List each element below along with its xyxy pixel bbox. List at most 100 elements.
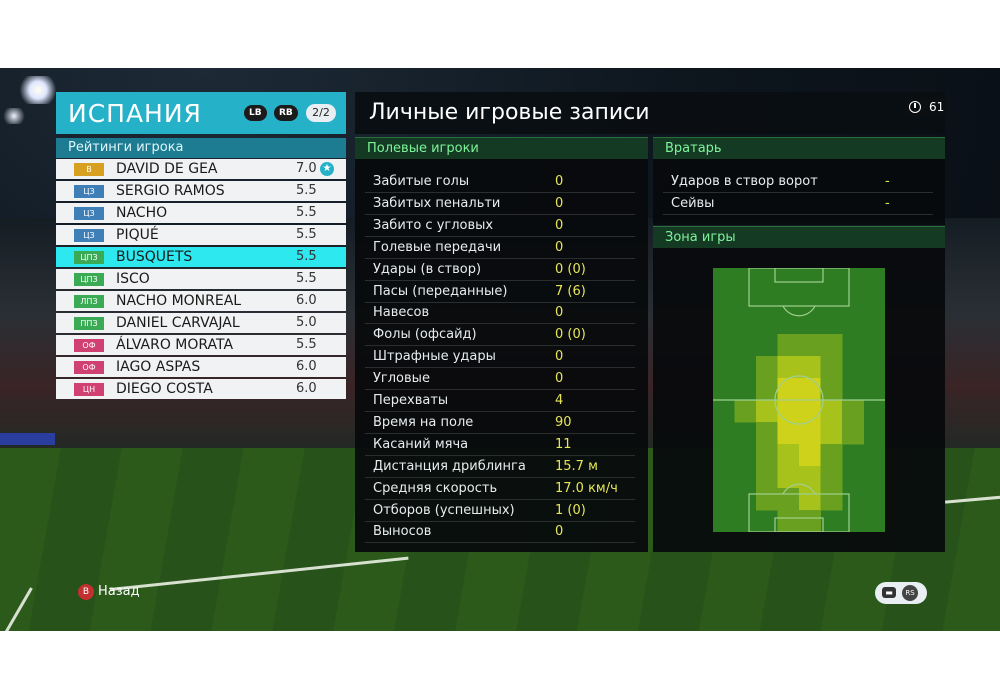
position-badge: ЦЗ bbox=[74, 207, 104, 220]
heatmap-cell bbox=[842, 400, 864, 423]
stat-value: 0 bbox=[555, 195, 564, 211]
player-row[interactable]: ЦЗ NACHO 5.5 bbox=[56, 203, 346, 223]
position-badge: В bbox=[74, 163, 104, 176]
stat-label: Время на поле bbox=[373, 414, 474, 430]
player-rating: 5.5 bbox=[296, 249, 317, 264]
position-badge: ЦЗ bbox=[74, 185, 104, 198]
player-rating: 6.0 bbox=[296, 293, 317, 308]
player-row[interactable]: ОФ IAGO ASPAS 6.0 bbox=[56, 357, 346, 377]
star-icon: ★ bbox=[320, 162, 334, 176]
zone-panel: Зона игры bbox=[653, 226, 945, 552]
stat-value: 90 bbox=[555, 414, 572, 430]
ad-board bbox=[0, 433, 55, 445]
player-name: NACHO bbox=[116, 205, 168, 221]
zone-heading: Зона игры bbox=[653, 226, 945, 248]
stat-label: Голевые передачи bbox=[373, 239, 502, 255]
gk-stat-row: Сейвы - bbox=[663, 193, 933, 215]
heatmap-cell bbox=[777, 444, 800, 467]
stat-label: Забито с угловых bbox=[373, 217, 494, 233]
stat-value: 11 bbox=[555, 436, 572, 452]
chat-controls[interactable]: ▬ RS bbox=[875, 582, 927, 604]
position-badge: ЛПЗ bbox=[74, 295, 104, 308]
player-rating: 5.5 bbox=[296, 271, 317, 286]
player-row[interactable]: ЦН DIEGO COSTA 6.0 bbox=[56, 379, 346, 399]
heatmap-cell bbox=[820, 378, 843, 401]
gk-stat-label: Ударов в створ ворот bbox=[671, 174, 818, 189]
stat-row: Фолы (офсайд) 0 (0) bbox=[365, 324, 635, 347]
player-name: SERGIO RAMOS bbox=[116, 183, 225, 199]
gk-stat-value: - bbox=[885, 174, 890, 189]
stat-label: Касаний мяча bbox=[373, 436, 469, 452]
heatmap-cell bbox=[777, 510, 800, 532]
heatmap-cell bbox=[734, 400, 757, 423]
lb-button[interactable]: LB bbox=[244, 105, 267, 121]
heatmap-cell bbox=[799, 400, 821, 423]
player-row[interactable]: ЛПЗ NACHO MONREAL 6.0 bbox=[56, 291, 346, 311]
stat-row: Угловые 0 bbox=[365, 368, 635, 391]
chat-icon: ▬ bbox=[882, 587, 896, 598]
match-timer: 61 bbox=[905, 97, 945, 117]
heatmap-cell bbox=[777, 356, 800, 379]
player-name: DAVID DE GEA bbox=[116, 161, 218, 177]
stat-label: Забитых пенальти bbox=[373, 195, 501, 211]
player-name: PIQUÉ bbox=[116, 227, 159, 243]
player-rating: 5.5 bbox=[296, 337, 317, 352]
heatmap-cell bbox=[799, 510, 821, 532]
heatmap bbox=[713, 268, 885, 532]
heatmap-cell bbox=[799, 466, 821, 489]
heatmap-cell bbox=[820, 400, 843, 423]
heatmap-cell bbox=[799, 444, 821, 467]
gk-stat-value: - bbox=[885, 196, 890, 211]
stat-label: Выносов bbox=[373, 524, 432, 540]
player-row[interactable]: ЦПЗ BUSQUETS 5.5 bbox=[56, 247, 346, 267]
heatmap-cell bbox=[820, 444, 843, 467]
gk-stat-label: Сейвы bbox=[671, 196, 715, 211]
player-rating: 5.5 bbox=[296, 227, 317, 242]
stat-value: 0 (0) bbox=[555, 261, 586, 277]
stat-value: 7 (6) bbox=[555, 283, 586, 299]
floodlight bbox=[2, 108, 26, 124]
stat-row: Забитых пенальти 0 bbox=[365, 193, 635, 215]
player-rating: 5.5 bbox=[296, 205, 317, 220]
stat-label: Дистанция дриблинга bbox=[373, 458, 526, 474]
timer-value: 61 bbox=[929, 100, 945, 114]
team-name: ИСПАНИЯ bbox=[68, 99, 202, 128]
gk-stat-row: Ударов в створ ворот - bbox=[663, 171, 933, 193]
player-name: IAGO ASPAS bbox=[116, 359, 201, 375]
player-name: ISCO bbox=[116, 271, 150, 287]
heatmap-cell bbox=[820, 422, 843, 445]
heatmap-cells bbox=[734, 334, 864, 532]
heatmap-cell bbox=[756, 356, 778, 379]
stat-label: Штрафные удары bbox=[373, 349, 496, 365]
floodlight bbox=[18, 76, 58, 104]
player-row[interactable]: В DAVID DE GEA 7.0 ★ bbox=[56, 159, 346, 179]
player-row[interactable]: ЦЗ PIQUÉ 5.5 bbox=[56, 225, 346, 245]
position-badge: ЦПЗ bbox=[74, 273, 104, 286]
stat-value: 0 bbox=[555, 174, 564, 189]
heatmap-cell bbox=[777, 334, 800, 357]
player-name: DIEGO COSTA bbox=[116, 381, 213, 397]
position-badge: ЦН bbox=[74, 383, 104, 396]
heatmap-cell bbox=[777, 488, 800, 511]
rb-button[interactable]: RB bbox=[274, 105, 298, 121]
stat-value: 0 (0) bbox=[555, 327, 586, 343]
player-row[interactable]: ППЗ DANIEL CARVAJAL 5.0 bbox=[56, 313, 346, 333]
position-badge: ЦПЗ bbox=[74, 251, 104, 264]
heatmap-cell bbox=[820, 334, 843, 357]
heatmap-cell bbox=[799, 378, 821, 401]
player-row[interactable]: ЦЗ SERGIO RAMOS 5.5 bbox=[56, 181, 346, 201]
stat-value: 17.0 км/ч bbox=[555, 480, 618, 496]
stat-row: Забитые голы 0 bbox=[365, 171, 635, 193]
stat-value: 0 bbox=[555, 371, 564, 387]
records-title: Личные игровые записи bbox=[369, 100, 650, 125]
stat-label: Средняя скорость bbox=[373, 480, 498, 496]
clock-icon bbox=[909, 101, 921, 113]
player-name: BUSQUETS bbox=[116, 249, 193, 265]
stat-label: Пасы (переданные) bbox=[373, 283, 508, 299]
stat-row: Отборов (успешных) 1 (0) bbox=[365, 500, 635, 522]
player-row[interactable]: ЦПЗ ISCO 5.5 bbox=[56, 269, 346, 289]
position-badge: ОФ bbox=[74, 339, 104, 352]
player-row[interactable]: ОФ ÁLVARO MORATA 5.5 bbox=[56, 335, 346, 355]
position-badge: ППЗ bbox=[74, 317, 104, 330]
stat-row: Голевые передачи 0 bbox=[365, 237, 635, 259]
